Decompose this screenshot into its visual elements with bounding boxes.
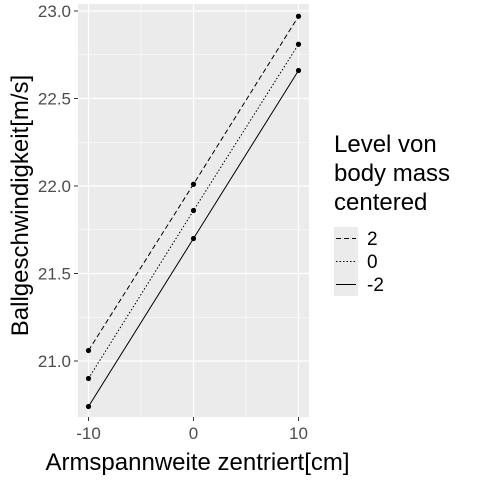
- legend-title-line-2: body mass: [334, 160, 450, 187]
- axis-ticks: [74, 10, 299, 421]
- legend-key-background: [334, 250, 358, 273]
- series--2: [85, 67, 302, 410]
- data-point: [190, 181, 197, 187]
- y-axis-title: Ballgeschwindigkeit[m/s]: [7, 75, 34, 336]
- data-point: [295, 67, 302, 74]
- legend-key-0: 0: [334, 250, 378, 273]
- legend-label: 0: [367, 252, 378, 273]
- legend-key-2: 2: [334, 227, 378, 250]
- legend-title-line-1: Level von: [334, 131, 437, 158]
- legend-keys: 20-2: [334, 227, 384, 296]
- x-tick-label: 10: [289, 424, 308, 443]
- series-2: [85, 13, 302, 354]
- tick-labels: -10 0 10 21.0 21.5 22.0 22.5 23.0: [38, 2, 308, 443]
- data-point: [295, 41, 302, 47]
- y-tick-label: 23.0: [38, 2, 71, 21]
- legend-key--2: -2: [334, 273, 384, 296]
- legend: Level von body mass centered 20-2: [334, 131, 450, 296]
- y-tick-label: 21.0: [38, 352, 71, 371]
- series-0: [85, 41, 302, 382]
- y-tick-label: 22.0: [38, 177, 71, 196]
- x-tick-label: -10: [76, 424, 101, 443]
- series-line: [88, 44, 299, 379]
- data-point: [190, 235, 197, 242]
- data-point: [85, 375, 92, 382]
- data-point: [295, 13, 302, 19]
- data-point: [85, 347, 92, 354]
- x-tick-label: 0: [189, 424, 198, 443]
- data-point: [85, 403, 92, 410]
- x-axis-title: Armspannweite zentriert[cm]: [45, 449, 349, 476]
- legend-label: -2: [367, 275, 384, 296]
- series-layer: [85, 13, 302, 410]
- data-point: [190, 207, 197, 214]
- y-tick-label: 22.5: [38, 90, 71, 109]
- legend-title-line-3: centered: [334, 189, 427, 216]
- y-tick-label: 21.5: [38, 265, 71, 284]
- legend-label: 2: [367, 229, 378, 250]
